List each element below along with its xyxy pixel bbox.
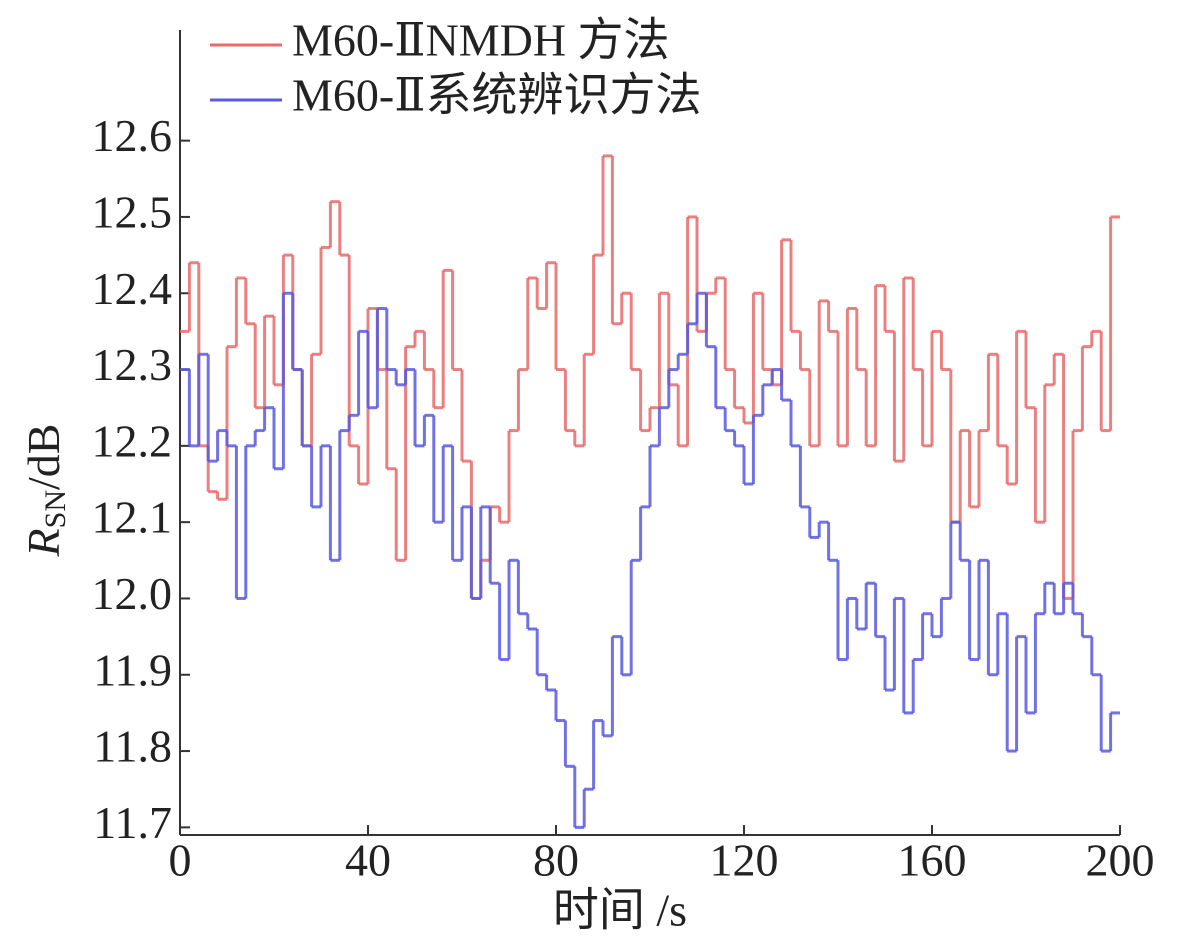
y-tick-label: 12.4 xyxy=(92,263,173,314)
x-axis-label: 时间 /s xyxy=(553,885,687,936)
x-tick-label: 120 xyxy=(710,835,779,886)
y-tick-label: 12.5 xyxy=(92,187,173,238)
x-tick-label: 40 xyxy=(345,835,391,886)
y-tick-label: 12.3 xyxy=(92,339,173,390)
y-label-symbol: R xyxy=(18,528,69,557)
y-label-unit: /dB xyxy=(18,424,69,490)
y-tick-label: 11.8 xyxy=(93,721,172,772)
legend-label: M60-ⅡNMDH 方法 xyxy=(292,15,670,66)
y-axis-label: RSN/dB xyxy=(18,424,72,558)
x-tick-label: 160 xyxy=(898,835,967,886)
y-tick-label: 12.0 xyxy=(92,568,173,619)
y-tick-label: 11.9 xyxy=(93,644,172,695)
x-tick-label: 0 xyxy=(169,835,192,886)
y-label-subscript: SN xyxy=(39,490,72,528)
legend-label: M60-Ⅱ系统辨识方法 xyxy=(292,70,702,121)
y-tick-label: 11.7 xyxy=(93,797,172,848)
x-tick-label: 200 xyxy=(1086,835,1155,886)
y-tick-label: 12.1 xyxy=(92,492,173,543)
y-tick-label: 12.2 xyxy=(92,415,173,466)
y-tick-label: 12.6 xyxy=(92,110,173,161)
x-tick-label: 80 xyxy=(533,835,579,886)
